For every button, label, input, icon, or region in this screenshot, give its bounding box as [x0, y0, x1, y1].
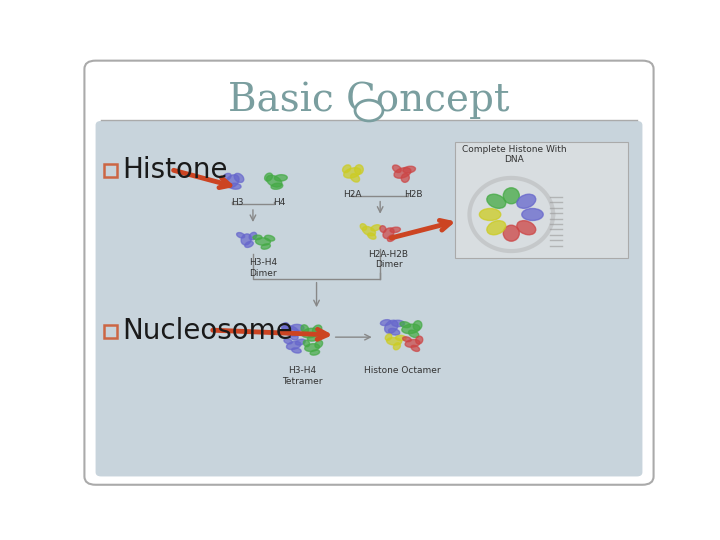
Ellipse shape	[307, 335, 319, 341]
Ellipse shape	[503, 225, 519, 241]
Ellipse shape	[385, 334, 392, 340]
Ellipse shape	[487, 221, 505, 235]
Ellipse shape	[343, 168, 361, 178]
Ellipse shape	[395, 335, 406, 341]
Ellipse shape	[237, 233, 245, 238]
Ellipse shape	[392, 320, 405, 327]
Ellipse shape	[371, 225, 380, 231]
Ellipse shape	[256, 238, 271, 245]
Ellipse shape	[351, 174, 359, 182]
Text: H2A: H2A	[343, 190, 361, 199]
Ellipse shape	[265, 235, 275, 241]
Ellipse shape	[408, 330, 419, 338]
FancyBboxPatch shape	[456, 141, 629, 258]
Ellipse shape	[253, 235, 262, 240]
Text: Complete Histone With
DNA: Complete Histone With DNA	[462, 145, 567, 164]
Ellipse shape	[355, 165, 364, 174]
Ellipse shape	[315, 340, 323, 348]
Ellipse shape	[387, 235, 395, 241]
Ellipse shape	[291, 325, 304, 331]
Text: Histone Octamer: Histone Octamer	[364, 366, 441, 375]
Text: H3: H3	[232, 198, 244, 207]
Ellipse shape	[487, 194, 505, 208]
Ellipse shape	[384, 320, 398, 333]
Ellipse shape	[380, 226, 386, 232]
Ellipse shape	[305, 343, 320, 352]
Ellipse shape	[393, 343, 400, 350]
Ellipse shape	[522, 208, 543, 220]
Ellipse shape	[310, 350, 320, 355]
Ellipse shape	[389, 328, 400, 335]
Ellipse shape	[287, 341, 301, 349]
Ellipse shape	[402, 337, 411, 342]
Ellipse shape	[387, 338, 402, 345]
Ellipse shape	[303, 340, 310, 347]
Ellipse shape	[292, 348, 301, 353]
Text: H3-H4
Dimer: H3-H4 Dimer	[249, 258, 277, 278]
Ellipse shape	[265, 173, 272, 181]
Ellipse shape	[392, 165, 401, 172]
Circle shape	[355, 100, 383, 121]
Ellipse shape	[249, 232, 257, 240]
Ellipse shape	[383, 228, 394, 239]
Ellipse shape	[403, 166, 415, 173]
Text: Nucleosome: Nucleosome	[122, 317, 292, 345]
Ellipse shape	[400, 322, 410, 328]
Ellipse shape	[368, 233, 376, 239]
Text: H4: H4	[274, 198, 286, 207]
Ellipse shape	[394, 167, 411, 178]
Ellipse shape	[517, 194, 536, 208]
Ellipse shape	[415, 336, 423, 344]
Ellipse shape	[380, 320, 391, 326]
Ellipse shape	[234, 173, 244, 183]
Text: H2A-H2B
Dimer: H2A-H2B Dimer	[369, 250, 408, 269]
Ellipse shape	[284, 339, 292, 344]
Ellipse shape	[362, 226, 376, 236]
Ellipse shape	[282, 323, 289, 331]
Ellipse shape	[225, 175, 239, 188]
Ellipse shape	[283, 326, 299, 336]
Text: H2B: H2B	[405, 190, 423, 199]
Ellipse shape	[222, 173, 231, 181]
Ellipse shape	[411, 346, 420, 352]
FancyBboxPatch shape	[96, 121, 642, 476]
Ellipse shape	[312, 325, 322, 334]
FancyBboxPatch shape	[84, 60, 654, 485]
Ellipse shape	[229, 183, 241, 189]
Ellipse shape	[266, 176, 282, 187]
Ellipse shape	[480, 208, 501, 220]
Ellipse shape	[413, 321, 422, 330]
Ellipse shape	[241, 234, 251, 245]
Text: Basic Concept: Basic Concept	[228, 82, 510, 119]
Ellipse shape	[295, 339, 305, 345]
Ellipse shape	[405, 340, 420, 347]
Ellipse shape	[517, 221, 536, 235]
Ellipse shape	[245, 241, 253, 247]
Ellipse shape	[274, 174, 287, 181]
Ellipse shape	[261, 244, 271, 249]
Ellipse shape	[390, 227, 400, 233]
Ellipse shape	[289, 332, 298, 340]
Ellipse shape	[402, 324, 420, 334]
Ellipse shape	[271, 183, 283, 190]
Ellipse shape	[360, 224, 366, 230]
Ellipse shape	[301, 325, 309, 333]
Ellipse shape	[343, 165, 351, 173]
Ellipse shape	[302, 328, 320, 338]
Ellipse shape	[401, 173, 409, 183]
Ellipse shape	[503, 188, 519, 204]
Text: H3-H4
Tetramer: H3-H4 Tetramer	[282, 366, 323, 386]
Text: Histone: Histone	[122, 156, 228, 184]
